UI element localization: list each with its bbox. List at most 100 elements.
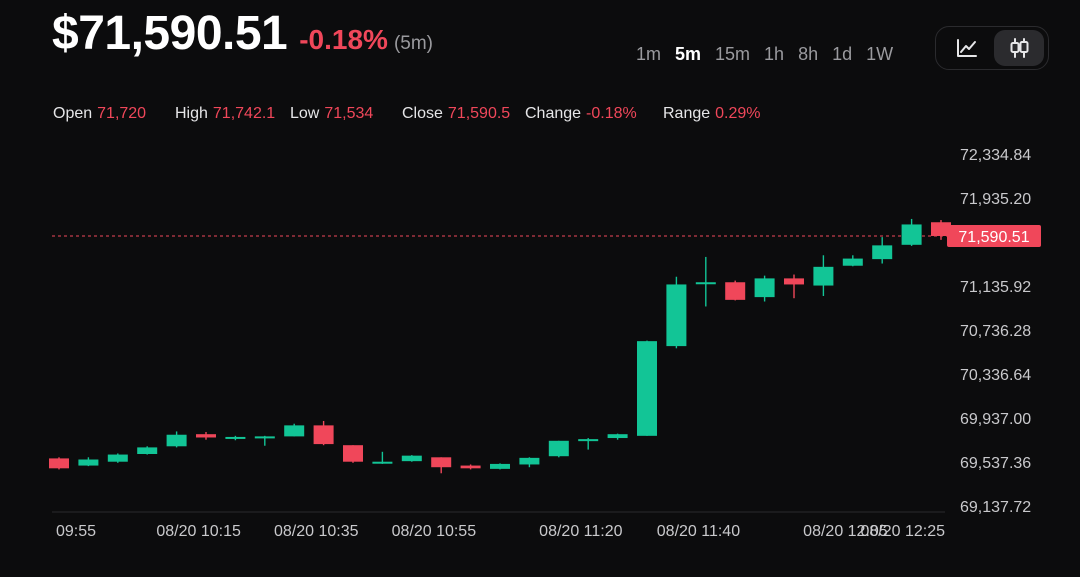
candle-body xyxy=(578,439,599,442)
candle[interactable] xyxy=(725,280,746,301)
candle[interactable] xyxy=(225,435,246,441)
candle[interactable] xyxy=(401,455,422,462)
interval-note: (5m) xyxy=(393,33,434,54)
candle-body xyxy=(813,266,834,286)
chart-type-toggle xyxy=(935,26,1049,70)
candle[interactable] xyxy=(431,457,452,474)
candle[interactable] xyxy=(578,438,599,450)
candle[interactable] xyxy=(343,445,363,463)
candle-body xyxy=(842,258,863,266)
last-price-group: 71,590.51 xyxy=(52,224,1041,247)
candle-body xyxy=(519,457,540,465)
y-tick-label: 69,937.00 xyxy=(960,411,1031,428)
candle-body xyxy=(401,455,422,462)
line-chart-button[interactable] xyxy=(950,30,984,66)
candle-body xyxy=(343,445,363,462)
candle-body xyxy=(313,425,334,445)
candle-body xyxy=(784,278,804,285)
candle-body xyxy=(548,440,569,457)
candle-body xyxy=(490,463,510,469)
price-header: $71,590.51 -0.18% (5m) xyxy=(52,6,433,61)
candle-body xyxy=(695,282,716,285)
candle[interactable] xyxy=(49,457,69,470)
candle[interactable] xyxy=(607,433,628,440)
y-tick-label: 70,336.64 xyxy=(960,367,1031,384)
stat-high: High 71,742.1 xyxy=(175,105,276,122)
y-tick-label: 69,537.36 xyxy=(960,455,1031,472)
candle[interactable] xyxy=(107,453,128,463)
timeframe-selector: 1m 5m 15m 1h 8h 1d 1W xyxy=(636,44,907,65)
candle[interactable] xyxy=(666,276,687,349)
last-price-badge xyxy=(947,224,1041,247)
candle-body xyxy=(372,461,393,464)
timeframe-1m[interactable]: 1m xyxy=(636,44,662,64)
timeframe-15m[interactable]: 15m xyxy=(715,44,751,64)
stat-close: Close 71,590.5 xyxy=(402,105,511,122)
candle[interactable] xyxy=(695,256,716,307)
current-price: $71,590.51 xyxy=(52,7,288,60)
stat-change: Change -0.18% xyxy=(525,105,637,122)
price-change: -0.18% xyxy=(299,24,388,55)
x-tick-label: 08/20 11:40 xyxy=(657,523,740,540)
candle[interactable] xyxy=(842,255,863,267)
timeframe-5m[interactable]: 5m xyxy=(675,44,702,64)
stat-range: Range 0.29% xyxy=(663,105,761,122)
candle[interactable] xyxy=(637,340,657,436)
x-tick-label: 08/20 10:15 xyxy=(156,523,241,540)
candle-body xyxy=(637,341,657,436)
timeframe-8h[interactable]: 8h xyxy=(798,44,819,64)
candle[interactable] xyxy=(254,435,275,446)
y-tick-label: 70,736.28 xyxy=(960,323,1031,340)
candle-body xyxy=(607,434,628,439)
candle[interactable] xyxy=(519,457,540,468)
candle-body xyxy=(254,436,275,439)
candle[interactable] xyxy=(754,275,775,302)
candle[interactable] xyxy=(137,446,158,455)
candle[interactable] xyxy=(196,431,216,440)
candle[interactable] xyxy=(490,463,510,470)
candle-body xyxy=(196,434,216,438)
candle-body xyxy=(460,465,481,469)
candle-body xyxy=(872,245,893,260)
x-tick-label: 08/20 11:20 xyxy=(539,523,622,540)
timeframe-1w[interactable]: 1W xyxy=(866,44,894,64)
candle-body xyxy=(107,454,128,462)
y-tick-label: 71,935.20 xyxy=(960,191,1031,208)
candle-body xyxy=(78,459,99,466)
timeframe-1d[interactable]: 1d xyxy=(832,44,853,64)
x-tick-label: 08/20 12:05 xyxy=(803,523,888,540)
candle[interactable] xyxy=(813,255,834,297)
candlestick-button[interactable] xyxy=(994,30,1044,66)
candle-body xyxy=(931,222,951,237)
stat-open: Open 71,720 xyxy=(53,105,147,122)
candle[interactable] xyxy=(313,420,334,446)
x-tick-label: 08/20 10:55 xyxy=(392,523,477,540)
x-axis-ticks: 09:55 08/20 10:15 08/20 10:35 08/20 10:55 08… xyxy=(56,523,945,540)
candle[interactable] xyxy=(872,237,893,264)
candle[interactable] xyxy=(548,440,569,458)
candle[interactable] xyxy=(166,431,187,448)
candle-body xyxy=(754,278,775,298)
candle[interactable] xyxy=(784,274,804,299)
candle-body xyxy=(901,224,922,245)
candle-body xyxy=(666,284,687,347)
timeframe-1h[interactable]: 1h xyxy=(764,44,785,64)
candle[interactable] xyxy=(78,457,99,467)
x-tick-label: 08/20 10:35 xyxy=(274,523,359,540)
candle[interactable] xyxy=(931,220,951,240)
x-tick-label: 09:55 xyxy=(56,523,96,540)
candle-body xyxy=(225,436,246,439)
candle[interactable] xyxy=(372,451,393,464)
y-tick-label: 72,334.84 xyxy=(960,147,1031,164)
candle-body xyxy=(137,447,158,455)
candle[interactable] xyxy=(284,423,305,437)
candle-body xyxy=(166,434,187,447)
line-chart-icon xyxy=(957,39,977,57)
candle-body xyxy=(725,282,746,300)
candle[interactable] xyxy=(901,218,922,246)
y-tick-label: 69,137.72 xyxy=(960,499,1031,516)
candle[interactable] xyxy=(460,464,481,470)
x-tick-label: 08/20 12:25 xyxy=(860,523,945,540)
